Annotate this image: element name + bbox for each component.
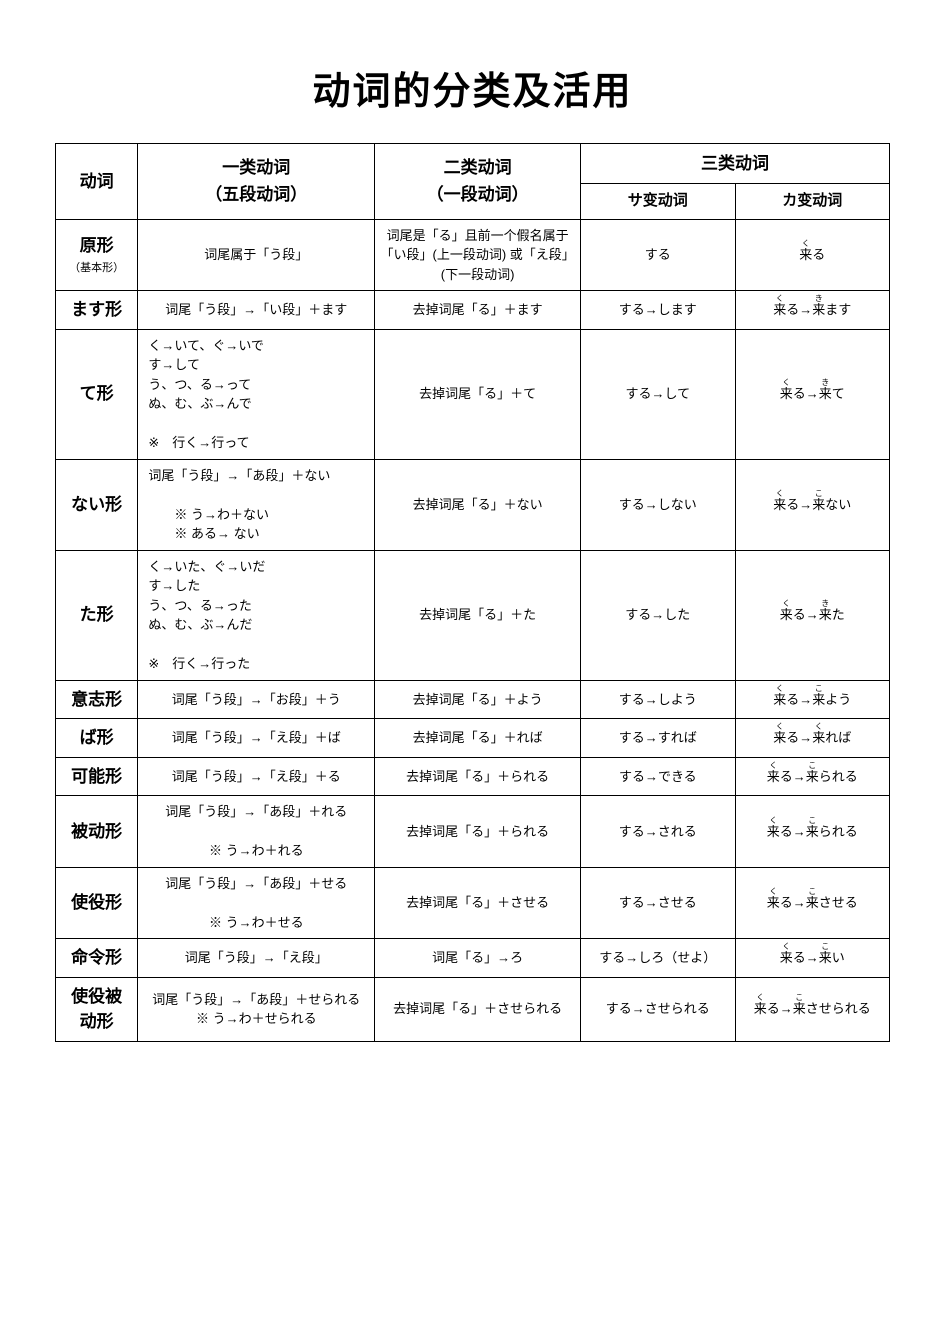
row-label: た形 xyxy=(56,550,138,680)
row-label: て形 xyxy=(56,329,138,459)
cell-ka: 来くる→来こよう xyxy=(735,680,889,719)
cell-ka: 来くる→来こい xyxy=(735,939,889,978)
cell-ka: 来くる→来くれば xyxy=(735,719,889,758)
row-label: ない形 xyxy=(56,459,138,550)
page-title: 动词的分类及活用 xyxy=(55,60,890,115)
cell-sa: する→しよう xyxy=(581,680,735,719)
cell-ka: 来くる→来こられる xyxy=(735,757,889,796)
table-row: 被动形词尾「う段」→「あ段」＋れる ※ う→わ＋れる去掉词尾「る」＋られるする→… xyxy=(56,796,890,868)
hdr-verb: 动词 xyxy=(56,144,138,220)
cell-type2: 去掉词尾「る」＋れば xyxy=(375,719,581,758)
row-label: 原形（基本形） xyxy=(56,219,138,291)
cell-ka: 来くる→来こさせられる xyxy=(735,977,889,1041)
cell-type1: 词尾「う段」→「あ段」＋せられる ※ う→わ＋せられる xyxy=(138,977,375,1041)
cell-sa: する→される xyxy=(581,796,735,868)
cell-type2: 去掉词尾「る」＋て xyxy=(375,329,581,459)
cell-type1: 词尾「う段」→「え段」＋ば xyxy=(138,719,375,758)
table-row: て形く→いて、ぐ→いで す→して う、つ、る→って ぬ、む、ぶ→んで ※ 行く→… xyxy=(56,329,890,459)
cell-ka: 来くる xyxy=(735,219,889,291)
cell-sa: する→した xyxy=(581,550,735,680)
cell-sa: する→できる xyxy=(581,757,735,796)
row-label: ば形 xyxy=(56,719,138,758)
cell-ka: 来くる→来きます xyxy=(735,291,889,330)
table-row: 使役形词尾「う段」→「あ段」＋せる ※ う→わ＋せる去掉词尾「る」＋させるする→… xyxy=(56,867,890,939)
verb-conjugation-table: 动词 一类动词 （五段动词） 二类动词 （一段动词） 三类动词 サ变动词 カ变动… xyxy=(55,143,890,1042)
row-label: 被动形 xyxy=(56,796,138,868)
table-row: 使役被 动形词尾「う段」→「あ段」＋せられる ※ う→わ＋せられる去掉词尾「る」… xyxy=(56,977,890,1041)
table-row: ば形词尾「う段」→「え段」＋ば去掉词尾「る」＋ればする→すれば来くる→来くれば xyxy=(56,719,890,758)
table-row: 意志形词尾「う段」→「お段」＋う去掉词尾「る」＋ようする→しよう来くる→来こよう xyxy=(56,680,890,719)
header-row-1: 动词 一类动词 （五段动词） 二类动词 （一段动词） 三类动词 xyxy=(56,144,890,184)
row-label: 使役形 xyxy=(56,867,138,939)
cell-type2: 去掉词尾「る」＋ない xyxy=(375,459,581,550)
cell-type2: 去掉词尾「る」＋よう xyxy=(375,680,581,719)
cell-sa: する→しろ（せよ） xyxy=(581,939,735,978)
cell-type2: 去掉词尾「る」＋られる xyxy=(375,757,581,796)
row-sublabel: （基本形） xyxy=(60,260,133,277)
cell-type2: 去掉词尾「る」＋ます xyxy=(375,291,581,330)
cell-sa: する→して xyxy=(581,329,735,459)
hdr-ka: カ变动词 xyxy=(735,184,889,220)
cell-sa: する→します xyxy=(581,291,735,330)
cell-sa: する→しない xyxy=(581,459,735,550)
table-row: 命令形词尾「う段」→「え段」词尾「る」→ろする→しろ（せよ）来くる→来こい xyxy=(56,939,890,978)
hdr-type2: 二类动词 （一段动词） xyxy=(375,144,581,220)
cell-type2: 去掉词尾「る」＋させる xyxy=(375,867,581,939)
hdr-type3: 三类动词 xyxy=(581,144,890,184)
table-row: ます形词尾「う段」→「い段」＋ます去掉词尾「る」＋ますする→します来くる→来きま… xyxy=(56,291,890,330)
cell-type1: 词尾「う段」→「あ段」＋ない ※ う→わ＋ない ※ ある→ ない xyxy=(138,459,375,550)
cell-ka: 来くる→来こない xyxy=(735,459,889,550)
row-label: 命令形 xyxy=(56,939,138,978)
cell-ka: 来くる→来こられる xyxy=(735,796,889,868)
row-label: 意志形 xyxy=(56,680,138,719)
row-label: 使役被 动形 xyxy=(56,977,138,1041)
cell-sa: する→すれば xyxy=(581,719,735,758)
cell-type1: 词尾属于「う段」 xyxy=(138,219,375,291)
cell-sa: する→させる xyxy=(581,867,735,939)
cell-type1: 词尾「う段」→「い段」＋ます xyxy=(138,291,375,330)
cell-type1: く→いた、ぐ→いだ す→した う、つ、る→った ぬ、む、ぶ→んだ ※ 行く→行っ… xyxy=(138,550,375,680)
cell-type1: く→いて、ぐ→いで す→して う、つ、る→って ぬ、む、ぶ→んで ※ 行く→行っ… xyxy=(138,329,375,459)
cell-type2: 词尾是「る」且前一个假名属于「い段」(上一段动词) 或「え段」(下一段动词) xyxy=(375,219,581,291)
table-row: 原形（基本形）词尾属于「う段」词尾是「る」且前一个假名属于「い段」(上一段动词)… xyxy=(56,219,890,291)
cell-type2: 去掉词尾「る」＋た xyxy=(375,550,581,680)
hdr-type1: 一类动词 （五段动词） xyxy=(138,144,375,220)
table-row: ない形词尾「う段」→「あ段」＋ない ※ う→わ＋ない ※ ある→ ない去掉词尾「… xyxy=(56,459,890,550)
cell-sa: する→させられる xyxy=(581,977,735,1041)
table-row: 可能形词尾「う段」→「え段」＋る去掉词尾「る」＋られるする→できる来くる→来こら… xyxy=(56,757,890,796)
cell-type2: 去掉词尾「る」＋られる xyxy=(375,796,581,868)
cell-sa: する xyxy=(581,219,735,291)
cell-type2: 去掉词尾「る」＋させられる xyxy=(375,977,581,1041)
cell-type1: 词尾「う段」→「お段」＋う xyxy=(138,680,375,719)
hdr-sa: サ变动词 xyxy=(581,184,735,220)
cell-type1: 词尾「う段」→「え段」＋る xyxy=(138,757,375,796)
cell-ka: 来くる→来きて xyxy=(735,329,889,459)
cell-type1: 词尾「う段」→「え段」 xyxy=(138,939,375,978)
cell-ka: 来くる→来こさせる xyxy=(735,867,889,939)
cell-type2: 词尾「る」→ろ xyxy=(375,939,581,978)
cell-ka: 来くる→来きた xyxy=(735,550,889,680)
table-row: た形く→いた、ぐ→いだ す→した う、つ、る→った ぬ、む、ぶ→んだ ※ 行く→… xyxy=(56,550,890,680)
row-label: 可能形 xyxy=(56,757,138,796)
cell-type1: 词尾「う段」→「あ段」＋れる ※ う→わ＋れる xyxy=(138,796,375,868)
cell-type1: 词尾「う段」→「あ段」＋せる ※ う→わ＋せる xyxy=(138,867,375,939)
row-label: ます形 xyxy=(56,291,138,330)
